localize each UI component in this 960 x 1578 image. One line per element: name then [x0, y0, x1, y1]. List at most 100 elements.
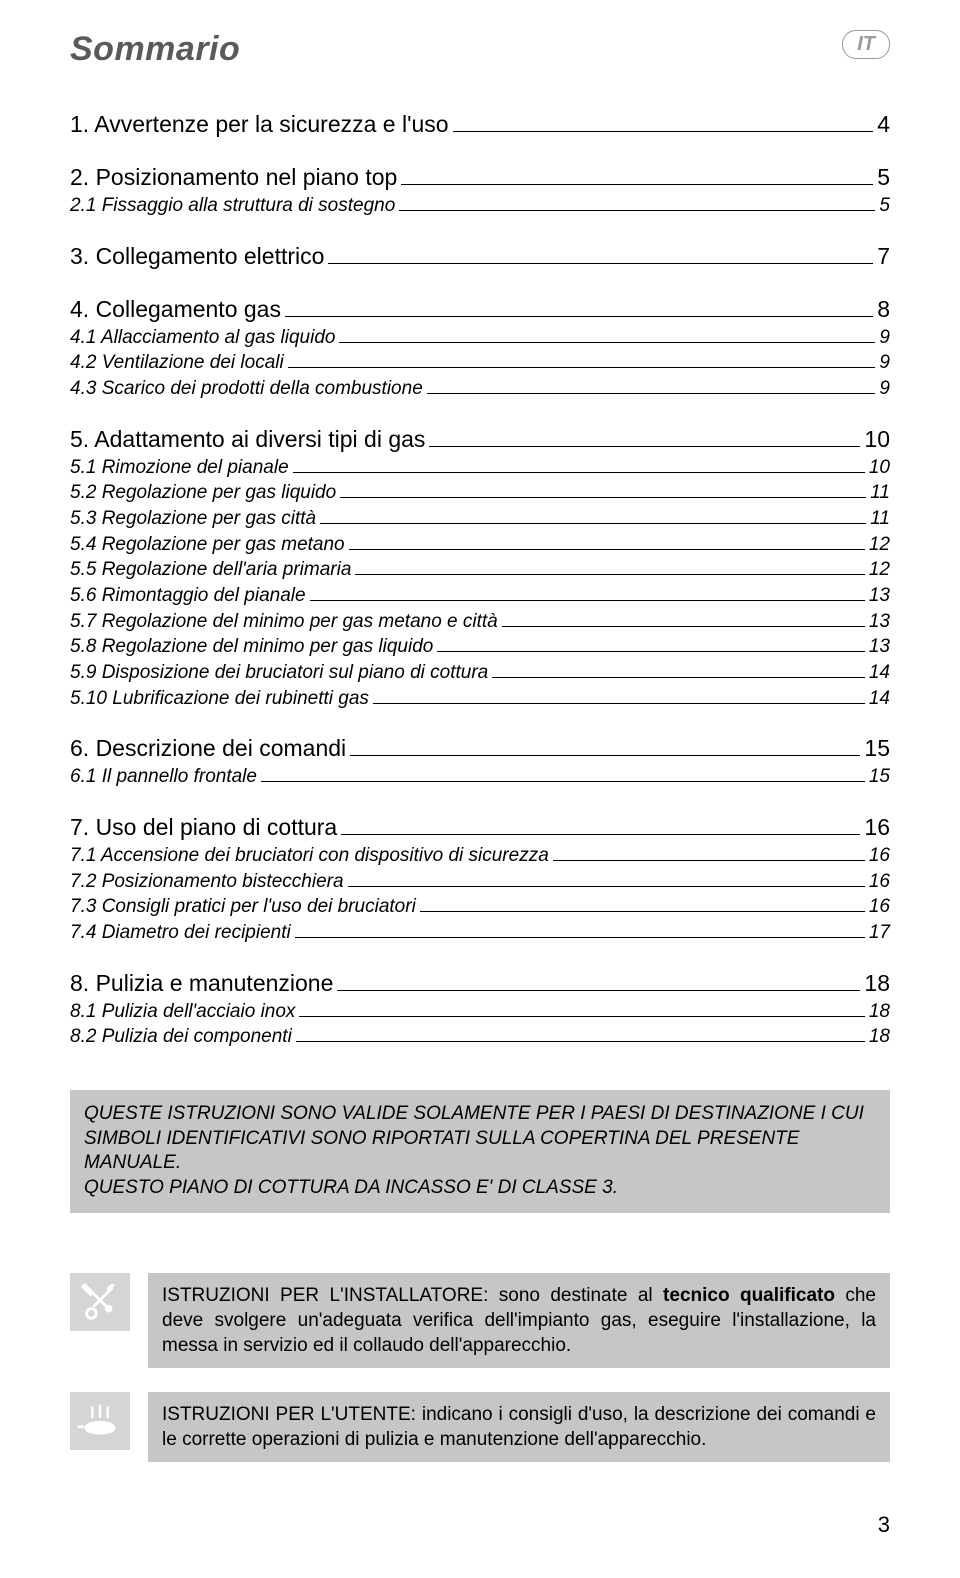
toc-leader [340, 497, 866, 498]
toc-l1-page: 16 [864, 812, 890, 843]
toc-l2-label: 5.4 Regolazione per gas metano [70, 532, 345, 558]
toc-leader [310, 600, 865, 601]
toc-l2-row: 5.5 Regolazione dell'aria primaria 12 [70, 557, 890, 583]
toc-l1-page: 15 [864, 733, 890, 764]
toc-l1-row: 3. Collegamento elettrico 7 [70, 241, 890, 272]
toc-l2-page: 12 [869, 557, 890, 583]
toc-leader [437, 651, 865, 652]
toc-l1-label: 1. Avvertenze per la sicurezza e l'uso [70, 109, 449, 140]
notice-line-2: QUESTO PIANO DI COTTURA DA INCASSO E' DI… [84, 1176, 876, 1201]
toc-leader [337, 990, 860, 991]
toc-leader [293, 472, 865, 473]
toc-l2-row: 5.2 Regolazione per gas liquido 11 [70, 480, 890, 506]
toc-leader [355, 574, 864, 575]
toc-l1-label: 3. Collegamento elettrico [70, 241, 324, 272]
toc-l2-page: 18 [869, 999, 890, 1025]
toc-l2-label: 5.8 Regolazione del minimo per gas liqui… [70, 634, 433, 660]
toc-l2-page: 11 [870, 506, 890, 532]
toc-leader [328, 263, 873, 264]
toc-l2-row: 7.3 Consigli pratici per l'uso dei bruci… [70, 894, 890, 920]
toc-l2-page: 13 [869, 609, 890, 635]
toc-l2-row: 5.7 Regolazione del minimo per gas metan… [70, 609, 890, 635]
toc-leader [296, 1041, 865, 1042]
toc-section: 7. Uso del piano di cottura 16 7.1 Accens… [70, 812, 890, 946]
toc-leader [350, 755, 860, 756]
toc-leader [261, 781, 865, 782]
toc-leader [348, 886, 865, 887]
toc-l2-label: 5.10 Lubrificazione dei rubinetti gas [70, 686, 369, 712]
toc-l2-label: 5.9 Disposizione dei bruciatori sul pian… [70, 660, 488, 686]
toc-l1-label: 8. Pulizia e manutenzione [70, 968, 333, 999]
toc-l2-page: 11 [870, 480, 890, 506]
toc-l1-row: 2. Posizionamento nel piano top 5 [70, 162, 890, 193]
toc-l2-page: 5 [879, 193, 890, 219]
toc-l2-row: 4.1 Allacciamento al gas liquido 9 [70, 325, 890, 351]
toc-leader [429, 446, 860, 447]
toc-leader [373, 703, 865, 704]
toc-leader [453, 131, 874, 132]
toc-l2-page: 10 [869, 455, 890, 481]
toc-l2-label: 5.3 Regolazione per gas città [70, 506, 316, 532]
notice-line-1: QUESTE ISTRUZIONI SONO VALIDE SOLAMENTE … [84, 1102, 876, 1176]
table-of-contents: 1. Avvertenze per la sicurezza e l'uso 4… [70, 109, 890, 1050]
toc-leader [399, 210, 875, 211]
toc-l1-row: 5. Adattamento ai diversi tipi di gas 10 [70, 424, 890, 455]
installer-bold: tecnico qualificato [663, 1285, 835, 1306]
toc-l1-label: 7. Uso del piano di cottura [70, 812, 337, 843]
toc-section: 8. Pulizia e manutenzione 188.1 Pulizia … [70, 968, 890, 1050]
toc-l2-page: 14 [869, 686, 890, 712]
toc-l2-page: 9 [879, 376, 890, 402]
toc-leader [502, 626, 865, 627]
toc-l1-page: 4 [877, 109, 890, 140]
page-title: Sommario [70, 30, 240, 69]
toc-l2-row: 5.3 Regolazione per gas città 11 [70, 506, 890, 532]
notice-box: QUESTE ISTRUZIONI SONO VALIDE SOLAMENTE … [70, 1090, 890, 1213]
toc-l2-page: 16 [869, 894, 890, 920]
toc-leader [401, 184, 873, 185]
toc-l2-label: 2.1 Fissaggio alla struttura di sostegno [70, 193, 395, 219]
toc-l2-label: 4.1 Allacciamento al gas liquido [70, 325, 335, 351]
toc-l1-label: 6. Descrizione dei comandi [70, 733, 346, 764]
toc-l1-row: 1. Avvertenze per la sicurezza e l'uso 4 [70, 109, 890, 140]
toc-leader [349, 549, 865, 550]
toc-l2-row: 4.3 Scarico dei prodotti della combustio… [70, 376, 890, 402]
toc-l2-page: 17 [869, 920, 890, 946]
toc-l2-label: 5.6 Rimontaggio del pianale [70, 583, 306, 609]
toc-l1-label: 4. Collegamento gas [70, 294, 281, 325]
toc-l2-row: 5.9 Disposizione dei bruciatori sul pian… [70, 660, 890, 686]
toc-l2-row: 5.1 Rimozione del pianale 10 [70, 455, 890, 481]
toc-leader [420, 911, 865, 912]
installer-prefix: ISTRUZIONI PER L'INSTALLATORE: sono dest… [162, 1285, 663, 1306]
header-row: Sommario IT [70, 30, 890, 69]
toc-l1-page: 18 [864, 968, 890, 999]
toc-l2-label: 4.3 Scarico dei prodotti della combustio… [70, 376, 423, 402]
toc-leader [553, 860, 865, 861]
toc-l2-row: 5.6 Rimontaggio del pianale 13 [70, 583, 890, 609]
toc-leader [288, 367, 876, 368]
installer-row: ISTRUZIONI PER L'INSTALLATORE: sono dest… [70, 1273, 890, 1368]
toc-l1-label: 5. Adattamento ai diversi tipi di gas [70, 424, 425, 455]
toc-leader [492, 677, 865, 678]
toc-l2-label: 7.2 Posizionamento bistecchiera [70, 869, 344, 895]
toc-l1-label: 2. Posizionamento nel piano top [70, 162, 397, 193]
toc-section: 2. Posizionamento nel piano top 52.1 Fis… [70, 162, 890, 219]
toc-l2-page: 18 [869, 1024, 890, 1050]
toc-leader [341, 834, 860, 835]
toc-l2-label: 5.7 Regolazione del minimo per gas metan… [70, 609, 498, 635]
toc-l2-row: 5.4 Regolazione per gas metano 12 [70, 532, 890, 558]
toc-l2-label: 7.4 Diametro dei recipienti [70, 920, 291, 946]
toc-l1-page: 7 [877, 241, 890, 272]
toc-leader [295, 937, 865, 938]
tools-icon [70, 1273, 130, 1331]
lang-badge: IT [842, 30, 890, 59]
toc-l2-label: 7.1 Accensione dei bruciatori con dispos… [70, 843, 549, 869]
toc-l2-row: 4.2 Ventilazione dei locali 9 [70, 350, 890, 376]
toc-l2-page: 14 [869, 660, 890, 686]
user-row: ISTRUZIONI PER L'UTENTE: indicano i cons… [70, 1392, 890, 1462]
toc-l2-row: 7.1 Accensione dei bruciatori con dispos… [70, 843, 890, 869]
toc-leader [299, 1016, 864, 1017]
toc-l2-page: 16 [869, 869, 890, 895]
user-text: ISTRUZIONI PER L'UTENTE: indicano i cons… [148, 1392, 890, 1462]
toc-l2-page: 13 [869, 634, 890, 660]
toc-section: 3. Collegamento elettrico 7 [70, 241, 890, 272]
